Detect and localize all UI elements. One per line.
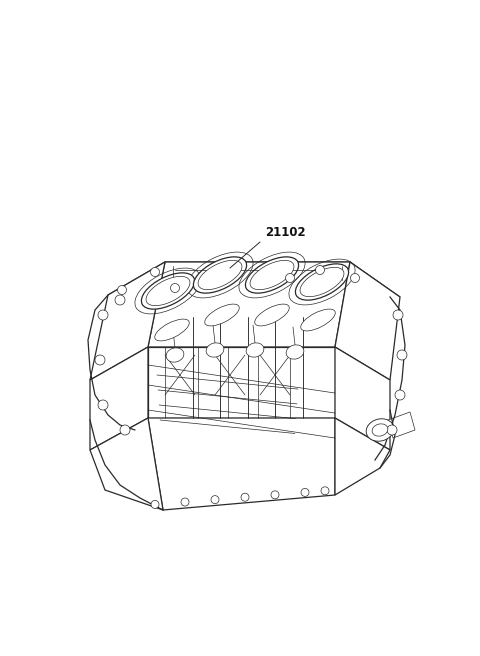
Circle shape [350,274,360,283]
Polygon shape [335,347,390,450]
Circle shape [315,266,324,274]
Circle shape [95,355,105,365]
Circle shape [321,487,329,495]
Circle shape [151,501,159,508]
Ellipse shape [250,260,294,290]
Ellipse shape [366,419,394,441]
Ellipse shape [205,304,239,326]
Ellipse shape [245,257,299,293]
Ellipse shape [372,424,388,436]
Circle shape [395,390,405,400]
Polygon shape [90,418,163,510]
Text: 21102: 21102 [264,226,305,239]
Polygon shape [90,347,148,450]
Ellipse shape [193,257,247,293]
Circle shape [393,310,403,320]
Circle shape [397,350,407,360]
Polygon shape [148,418,335,510]
Ellipse shape [286,345,304,359]
Polygon shape [148,262,350,347]
Circle shape [286,274,295,283]
Polygon shape [335,418,390,495]
Circle shape [151,268,159,276]
Ellipse shape [155,319,189,341]
Circle shape [118,285,127,295]
Polygon shape [108,262,400,297]
Ellipse shape [206,343,224,357]
Ellipse shape [295,264,348,300]
Circle shape [271,491,279,499]
Polygon shape [90,262,165,380]
Polygon shape [148,347,335,418]
Circle shape [301,489,309,497]
Polygon shape [335,262,400,380]
Ellipse shape [146,276,190,306]
Ellipse shape [246,343,264,357]
Ellipse shape [300,268,344,297]
Ellipse shape [166,348,184,362]
Circle shape [115,295,125,305]
Circle shape [98,400,108,410]
Polygon shape [388,412,415,438]
Ellipse shape [198,260,242,290]
Circle shape [120,425,130,435]
Circle shape [387,425,397,435]
Circle shape [211,496,219,504]
Ellipse shape [255,304,289,326]
Circle shape [181,498,189,506]
Circle shape [170,283,180,293]
Ellipse shape [301,309,335,331]
Ellipse shape [142,273,194,309]
Circle shape [241,493,249,501]
Circle shape [98,310,108,320]
